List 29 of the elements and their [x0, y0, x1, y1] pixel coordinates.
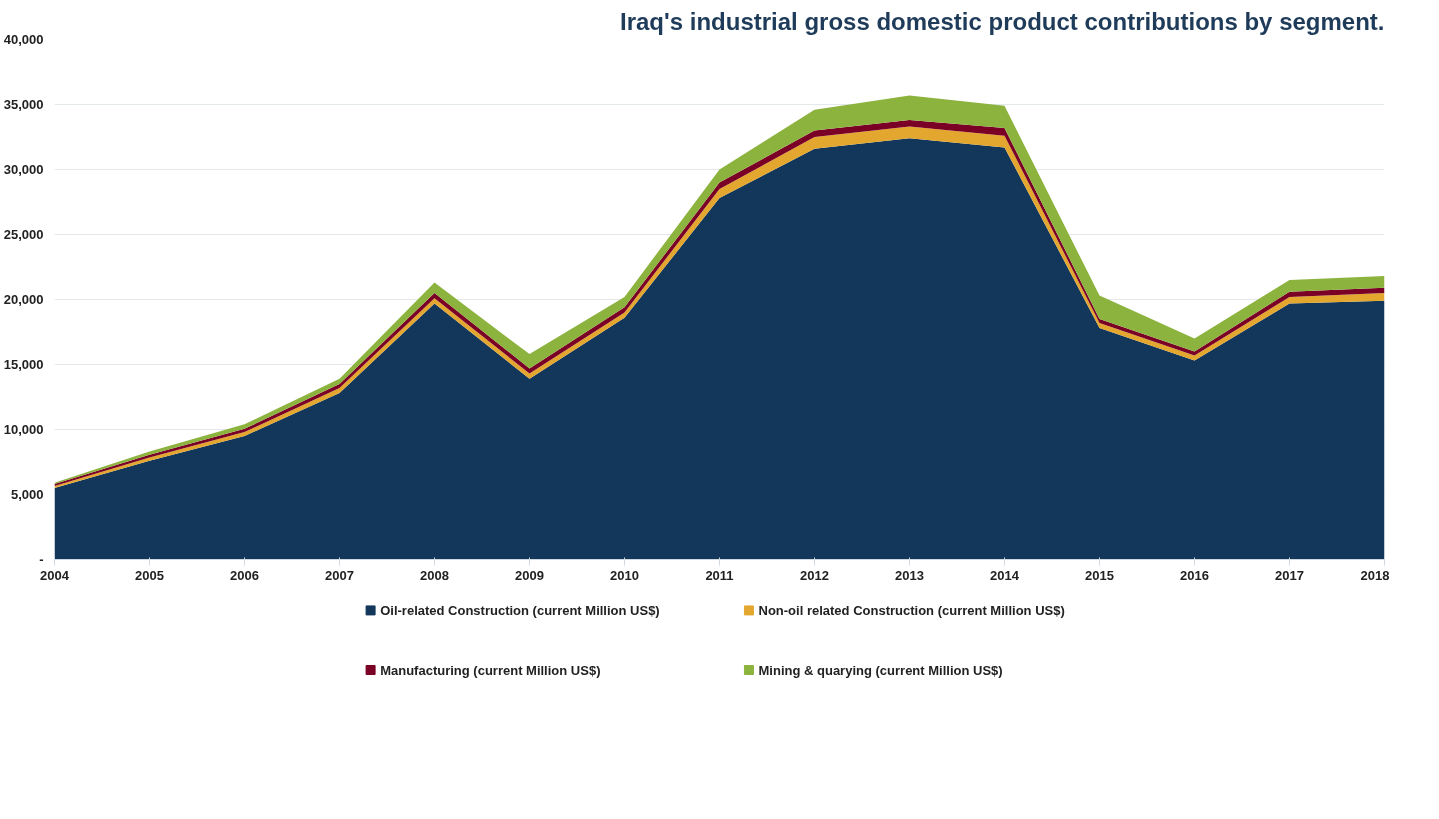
y-tick-label: 25,000	[3, 227, 44, 242]
x-tick-label: 2010	[610, 567, 639, 583]
legend-label: Oil-related Construction (current Million US$)	[380, 602, 660, 618]
x-tick-label: 2012	[800, 567, 829, 583]
x-tick-label: 2015	[1085, 567, 1114, 583]
x-tick-label: 2006	[230, 567, 259, 583]
y-tick-label: 20,000	[3, 292, 44, 307]
y-tick-label: 15,000	[3, 357, 44, 372]
y-tick-label: -	[39, 552, 44, 567]
x-tick-label: 2007	[325, 567, 354, 583]
legend-label: Non-oil related Construction (current Million US$)	[758, 602, 1065, 618]
x-tick-label: 2009	[515, 567, 544, 583]
x-tick-label: 2017	[1275, 567, 1304, 583]
legend-label: Mining & quarying (current Million US$)	[758, 662, 1003, 678]
y-tick-label: 35,000	[3, 97, 44, 112]
y-tick-label: 40,000	[3, 32, 44, 47]
x-tick-label: 2004	[40, 567, 70, 583]
x-tick-label: 2013	[895, 567, 924, 583]
chart-title: Iraq's industrial gross domestic product contributions by segment.	[620, 7, 1385, 35]
x-tick-label: 2014	[990, 567, 1020, 583]
x-tick-label: 2005	[135, 567, 164, 583]
y-tick-label: 30,000	[3, 162, 44, 177]
x-tick-label: 2011	[705, 567, 734, 583]
x-tick-label: 2016	[1180, 567, 1209, 583]
x-tick-label: 2008	[420, 567, 449, 583]
y-tick-label: 5,000	[10, 487, 44, 502]
legend-label: Manufacturing (current Million US$)	[380, 662, 601, 678]
x-tick-label: 2018	[1360, 567, 1390, 583]
y-tick-label: 10,000	[3, 422, 44, 437]
